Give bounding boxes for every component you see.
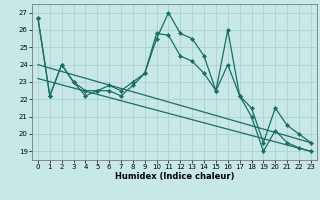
X-axis label: Humidex (Indice chaleur): Humidex (Indice chaleur): [115, 172, 234, 181]
